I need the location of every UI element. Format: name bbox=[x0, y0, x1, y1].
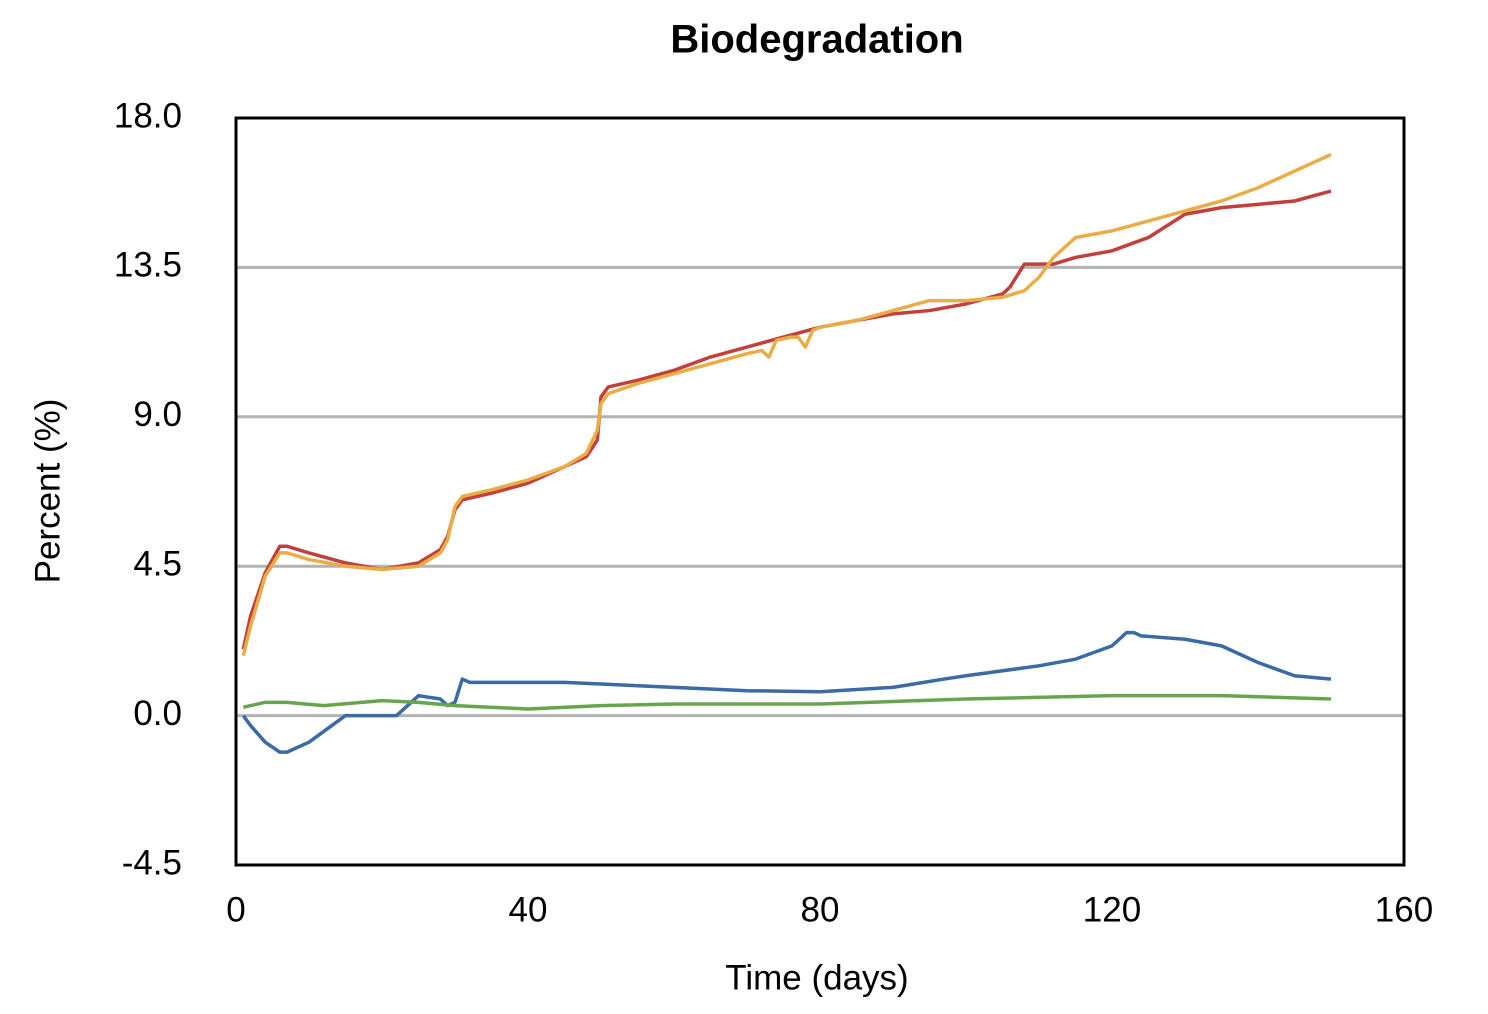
y-tick-label: 13.5 bbox=[114, 246, 182, 285]
y-tick-label: 9.0 bbox=[133, 395, 182, 434]
x-tick-label: 160 bbox=[1375, 890, 1433, 929]
y-axis-label: Percent (%) bbox=[28, 399, 67, 584]
x-axis-label: Time (days) bbox=[725, 958, 908, 997]
y-tick-label: 18.0 bbox=[114, 96, 182, 135]
data-line bbox=[241, 152, 1332, 657]
y-tick-label: 0.0 bbox=[133, 694, 182, 733]
plot bbox=[241, 152, 1332, 754]
plot-frame bbox=[234, 116, 1406, 867]
y-tick-label: -4.5 bbox=[122, 843, 182, 882]
chart-title: Biodegradation bbox=[670, 18, 963, 62]
x-tick-label: 120 bbox=[1083, 890, 1141, 929]
data-line bbox=[241, 630, 1332, 754]
x-tick-label: 80 bbox=[801, 890, 840, 929]
data-line bbox=[241, 189, 1332, 650]
x-tick-label: 0 bbox=[226, 890, 245, 929]
grid bbox=[236, 116, 1404, 867]
y-tick-label: 4.5 bbox=[133, 544, 182, 583]
x-tick-label: 40 bbox=[509, 890, 548, 929]
data-line bbox=[242, 693, 1332, 711]
